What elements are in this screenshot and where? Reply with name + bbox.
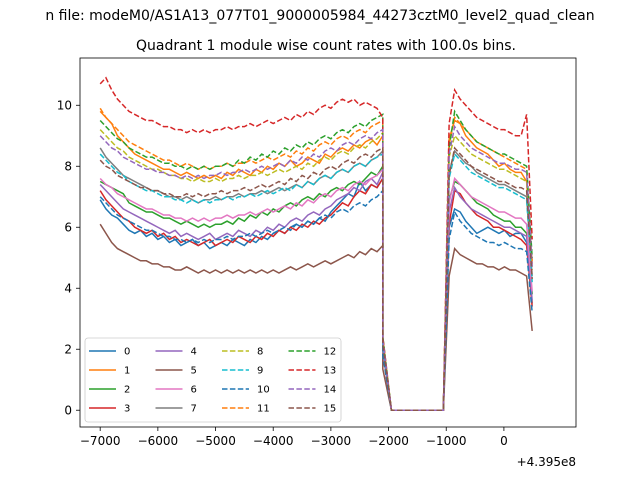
legend-label-4: 4 <box>191 347 197 358</box>
x-axis: −7000 −6000 −5000 −4000 −3000 −2000 −1000 0 <box>80 427 508 448</box>
legend-label-11: 11 <box>257 404 270 415</box>
y-tick-label: 8 <box>64 160 72 174</box>
legend-label-0: 0 <box>124 347 130 358</box>
series-line-13 <box>99 76 533 411</box>
x-tick-label: −4000 <box>253 434 294 448</box>
legend-label-15: 15 <box>324 404 337 415</box>
series-line-12 <box>99 109 533 411</box>
chart-title: Quadrant 1 module wise count rates with … <box>136 38 516 54</box>
x-offset-label: +4.395e8 <box>517 455 576 469</box>
x-tick-label: 0 <box>500 434 508 448</box>
plot-frame <box>79 57 577 428</box>
legend-label-7: 7 <box>191 404 197 415</box>
series-line-6 <box>99 167 533 411</box>
series-line-4 <box>99 172 533 411</box>
series-line-8 <box>99 129 533 411</box>
y-tick-label: 2 <box>64 343 72 357</box>
legend-label-10: 10 <box>257 385 270 396</box>
legend-label-14: 14 <box>324 385 337 396</box>
series-line-14 <box>99 124 533 411</box>
x-tick-label: −1000 <box>426 434 467 448</box>
x-tick-label: −7000 <box>80 434 121 448</box>
legend-label-13: 13 <box>324 366 337 377</box>
y-tick-label: 4 <box>64 282 72 296</box>
x-tick-label: −6000 <box>138 434 179 448</box>
legend-label-2: 2 <box>124 385 130 396</box>
y-tick-label: 6 <box>64 221 72 235</box>
y-tick-label: 0 <box>64 404 72 418</box>
legend-label-9: 9 <box>257 366 263 377</box>
y-tick-label: 10 <box>57 99 72 113</box>
x-tick-label: −3000 <box>311 434 352 448</box>
series-line-5 <box>99 223 533 411</box>
legend-label-1: 1 <box>124 366 130 377</box>
series-line-15 <box>99 146 533 411</box>
series-group <box>99 76 533 411</box>
legend-label-12: 12 <box>324 347 337 358</box>
x-tick-label: −2000 <box>368 434 409 448</box>
legend-box <box>84 337 342 423</box>
series-line-9 <box>99 152 533 411</box>
legend-label-5: 5 <box>191 366 197 377</box>
x-tick-label: −5000 <box>195 434 236 448</box>
legend-label-3: 3 <box>124 404 130 415</box>
y-axis: 0 2 4 6 8 10 <box>57 99 80 418</box>
legend-label-8: 8 <box>257 347 263 358</box>
series-line-10 <box>99 188 533 411</box>
legend-label-6: 6 <box>191 385 197 396</box>
figure-suptitle: n file: modeM0/AS1A13_077T01_9000005984_… <box>45 8 594 24</box>
